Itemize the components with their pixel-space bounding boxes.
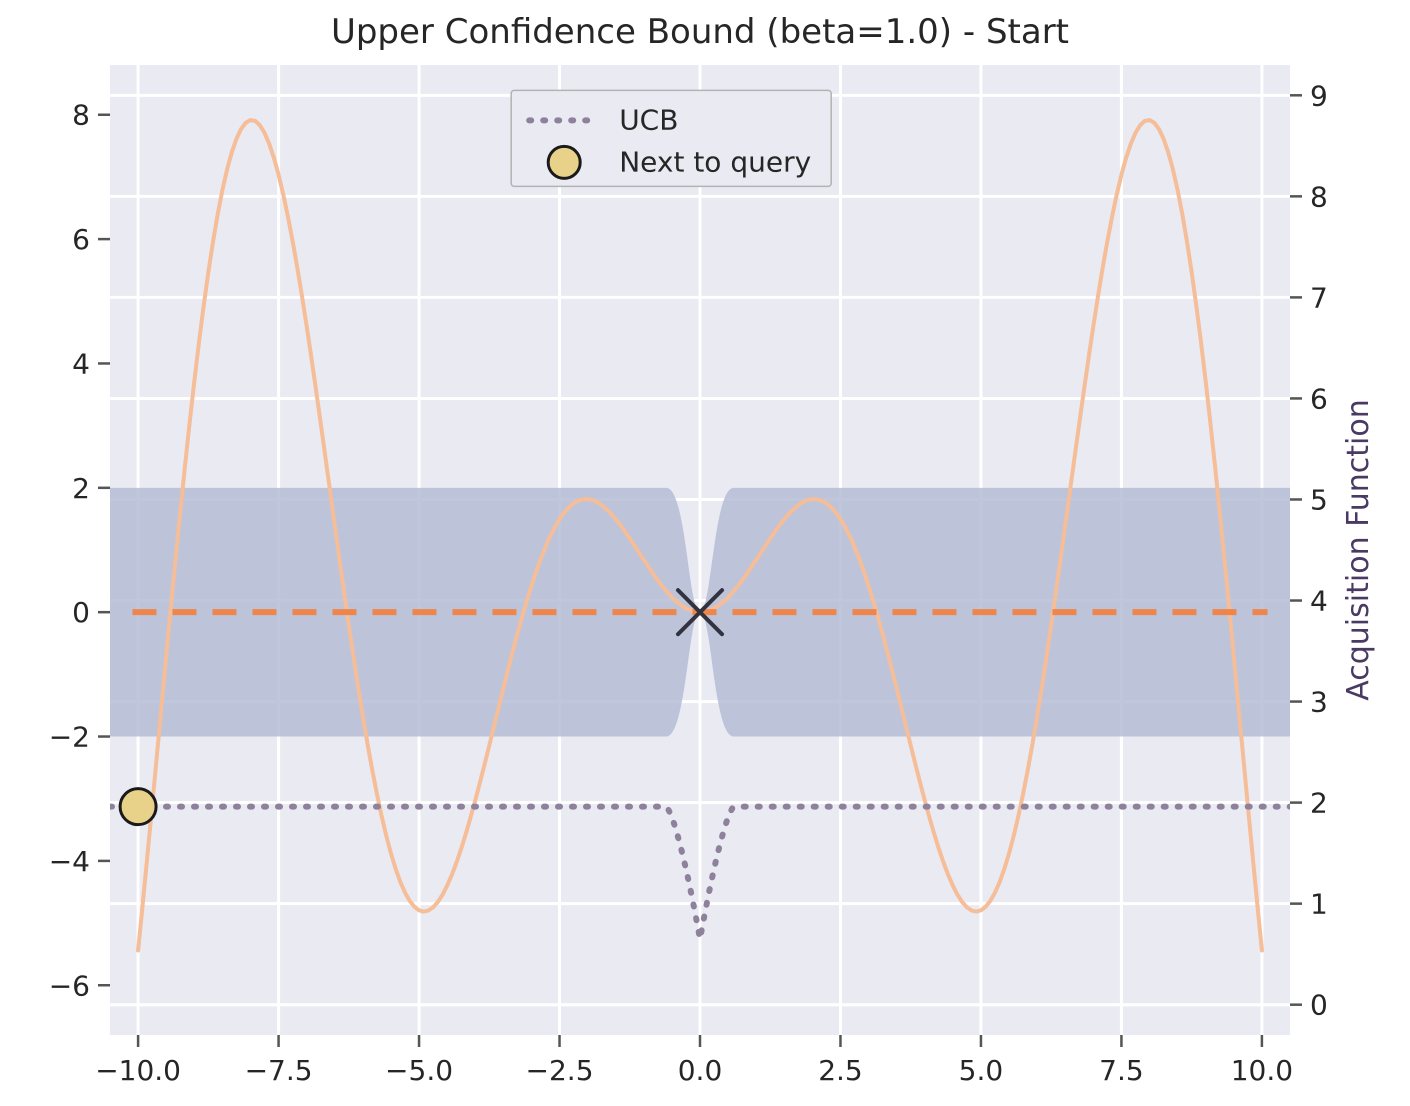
right-axis-tick-label: 6 xyxy=(1310,382,1328,415)
legend: UCB Next to query xyxy=(511,90,831,186)
next-query-marker xyxy=(120,789,156,825)
legend-item-label: UCB xyxy=(619,103,678,136)
right-axis-tick-label: 0 xyxy=(1310,989,1328,1022)
right-axis-tick-label: 4 xyxy=(1310,585,1328,618)
x-axis-tick-label: 7.5 xyxy=(1099,1054,1144,1087)
right-axis-tick-label: 9 xyxy=(1310,79,1328,112)
left-axis-tick-label: 8 xyxy=(72,99,90,132)
x-axis-tick-label: −7.5 xyxy=(245,1054,313,1087)
x-axis-tick-label: 0.0 xyxy=(678,1054,723,1087)
ucb-chart: −6 −4 −2 0 2 4 6 8 0 1 2 3 4 5 6 7 8 9 −10.0 −7.5 −5.0 −2.5 0.… xyxy=(0,0,1410,1106)
right-axis-tick-label: 5 xyxy=(1310,483,1328,516)
left-axis-tick-label: 2 xyxy=(72,472,90,505)
x-axis-tick-label: −2.5 xyxy=(526,1054,594,1087)
right-axis-tick-label: 8 xyxy=(1310,180,1328,213)
left-axis-tick-label: 0 xyxy=(72,596,90,629)
x-axis-tick-label: 10.0 xyxy=(1231,1054,1293,1087)
chart-container: −6 −4 −2 0 2 4 6 8 0 1 2 3 4 5 6 7 8 9 −10.0 −7.5 −5.0 −2.5 0.… xyxy=(0,0,1410,1106)
left-axis-tick-label: −4 xyxy=(49,845,90,878)
left-axis-tick-label: 4 xyxy=(72,347,90,380)
left-axis-tick-label: −2 xyxy=(49,721,90,754)
x-axis-tick-label: 5.0 xyxy=(959,1054,1004,1087)
x-axis-tick-label: −10.0 xyxy=(95,1054,181,1087)
right-axis-tick-label: 1 xyxy=(1310,888,1328,921)
right-axis-tick-label: 2 xyxy=(1310,787,1328,820)
left-axis-tick-label: −6 xyxy=(49,969,90,1002)
left-axis-tick-label: 6 xyxy=(72,223,90,256)
right-axis-tick-label: 3 xyxy=(1310,686,1328,719)
x-axis-tick-label: 2.5 xyxy=(818,1054,863,1087)
legend-item-label: Next to query xyxy=(619,145,811,178)
right-axis-label: Acquisition Function xyxy=(1341,399,1376,700)
right-axis-tick-label: 7 xyxy=(1310,281,1328,314)
x-axis-tick-label: −5.0 xyxy=(385,1054,453,1087)
chart-title: Upper Confidence Bound (beta=1.0) - Star… xyxy=(331,12,1069,52)
